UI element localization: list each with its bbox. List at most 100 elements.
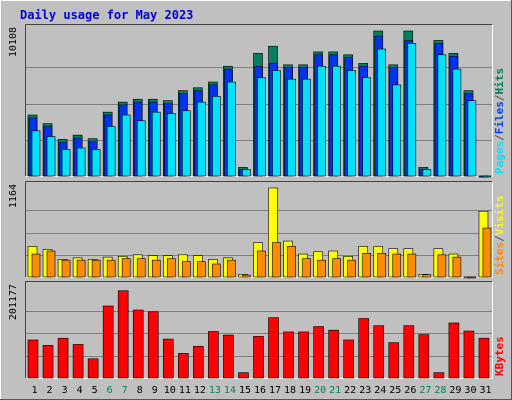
bar-sites-day-29 xyxy=(452,256,462,278)
x-tick-label-day-7: 7 xyxy=(122,385,128,396)
legend-entry-visits: Visits xyxy=(493,196,506,236)
bar-sites-day-23 xyxy=(362,252,372,278)
bar-pages-day-21 xyxy=(332,65,341,177)
bar-pages-day-16 xyxy=(257,77,266,177)
bar-pages-day-5 xyxy=(91,149,101,177)
legend-separator: / xyxy=(493,134,506,141)
bar-pages-day-24 xyxy=(377,48,387,177)
bar-sites-day-8 xyxy=(136,258,146,278)
panel-3-ymax-label: 201177 xyxy=(8,284,19,320)
bar-sites-day-2 xyxy=(46,250,56,278)
bar-kbytes-day-1 xyxy=(27,339,39,379)
x-tick-label-day-25: 25 xyxy=(389,385,401,396)
bar-sites-day-13 xyxy=(212,263,221,278)
bar-kbytes-day-10 xyxy=(162,338,174,379)
x-tick-label-day-21: 21 xyxy=(329,385,341,396)
x-tick-label-day-20: 20 xyxy=(314,385,326,396)
bar-kbytes-day-19 xyxy=(298,331,309,379)
bar-sites-day-26 xyxy=(407,253,417,278)
bar-pages-day-18 xyxy=(287,78,296,177)
x-tick-label-day-4: 4 xyxy=(77,385,83,396)
x-tick-label-day-13: 13 xyxy=(209,385,221,396)
bar-sites-day-11 xyxy=(182,261,191,278)
bar-kbytes-day-12 xyxy=(193,345,204,379)
panel-3-legend: KBytes xyxy=(493,336,506,376)
bar-kbytes-day-28 xyxy=(433,372,445,379)
bar-kbytes-day-29 xyxy=(448,322,460,379)
bar-sites-day-1 xyxy=(31,253,41,278)
bar-pages-day-25 xyxy=(392,84,402,177)
legend-entry-sites: Sites xyxy=(493,242,506,275)
x-tick-label-day-24: 24 xyxy=(374,385,386,396)
x-tick-label-day-31: 31 xyxy=(479,385,491,396)
legend-entry-kbytes: KBytes xyxy=(493,336,506,376)
x-tick-label-day-18: 18 xyxy=(284,385,296,396)
bar-pages-day-8 xyxy=(136,120,146,177)
x-tick-label-day-16: 16 xyxy=(254,385,266,396)
bar-kbytes-day-14 xyxy=(223,334,234,379)
bar-pages-day-1 xyxy=(31,130,41,177)
bar-kbytes-day-2 xyxy=(42,345,54,379)
panel-2-ymax-label: 1164 xyxy=(8,184,19,208)
bar-kbytes-day-11 xyxy=(178,353,189,379)
x-tick-label-day-12: 12 xyxy=(194,385,206,396)
bar-sites-day-10 xyxy=(166,258,176,278)
bar-kbytes-day-30 xyxy=(463,330,475,379)
bar-sites-day-18 xyxy=(287,246,296,278)
bar-kbytes-day-5 xyxy=(87,358,99,379)
bar-kbytes-day-24 xyxy=(373,325,385,379)
bar-kbytes-day-25 xyxy=(388,342,400,379)
bar-kbytes-day-17 xyxy=(268,317,279,379)
legend-entry-hits: Hits xyxy=(493,68,506,95)
bar-sites-day-22 xyxy=(347,259,356,278)
x-tick-label-day-22: 22 xyxy=(344,385,356,396)
panel-1-legend: Pages/Files/Hits xyxy=(493,68,506,174)
bar-sites-day-20 xyxy=(317,259,326,278)
bar-pages-day-3 xyxy=(61,149,71,177)
bar-sites-day-21 xyxy=(332,258,341,278)
bar-sites-day-31 xyxy=(482,227,492,278)
bar-sites-day-19 xyxy=(302,258,311,278)
bar-kbytes-day-20 xyxy=(313,326,324,379)
x-tick-label-day-3: 3 xyxy=(62,385,68,396)
x-tick-label-day-17: 17 xyxy=(269,385,281,396)
x-tick-label-day-10: 10 xyxy=(164,385,176,396)
bar-sites-day-6 xyxy=(106,259,116,278)
bar-kbytes-day-7 xyxy=(117,290,129,379)
bar-kbytes-day-13 xyxy=(208,331,219,379)
bar-pages-day-15 xyxy=(242,169,251,177)
bar-pages-day-7 xyxy=(121,114,131,177)
bar-sites-day-4 xyxy=(76,259,86,278)
x-tick-label-day-6: 6 xyxy=(107,385,113,396)
bar-kbytes-day-31 xyxy=(478,337,490,379)
bar-kbytes-day-21 xyxy=(328,329,339,379)
bar-kbytes-day-16 xyxy=(253,336,264,379)
bar-pages-day-30 xyxy=(467,100,477,177)
bar-sites-day-5 xyxy=(91,259,101,278)
bar-sites-day-16 xyxy=(257,250,266,278)
bar-sites-day-27 xyxy=(422,274,432,278)
x-tick-label-day-11: 11 xyxy=(179,385,191,396)
legend-entry-pages: Pages xyxy=(493,141,506,174)
bar-pages-day-31 xyxy=(482,175,492,178)
bar-pages-day-20 xyxy=(317,65,326,177)
x-tick-label-day-8: 8 xyxy=(137,385,143,396)
bar-kbytes-day-8 xyxy=(132,309,144,379)
bar-pages-day-4 xyxy=(76,147,86,177)
legend-separator: / xyxy=(493,235,506,242)
bar-sites-day-15 xyxy=(242,274,251,278)
x-tick-label-day-2: 2 xyxy=(47,385,53,396)
bar-sites-day-9 xyxy=(151,259,161,278)
x-tick-label-day-9: 9 xyxy=(152,385,158,396)
x-tick-label-day-26: 26 xyxy=(404,385,416,396)
panel-2-legend: Sites/Visits xyxy=(493,196,506,276)
bar-sites-day-7 xyxy=(121,258,131,278)
x-tick-label-day-28: 28 xyxy=(434,385,446,396)
x-tick-label-day-5: 5 xyxy=(92,385,98,396)
bar-pages-day-19 xyxy=(302,78,311,177)
x-tick-label-day-27: 27 xyxy=(419,385,431,396)
bar-pages-day-11 xyxy=(182,110,191,177)
bar-pages-day-2 xyxy=(46,136,56,177)
